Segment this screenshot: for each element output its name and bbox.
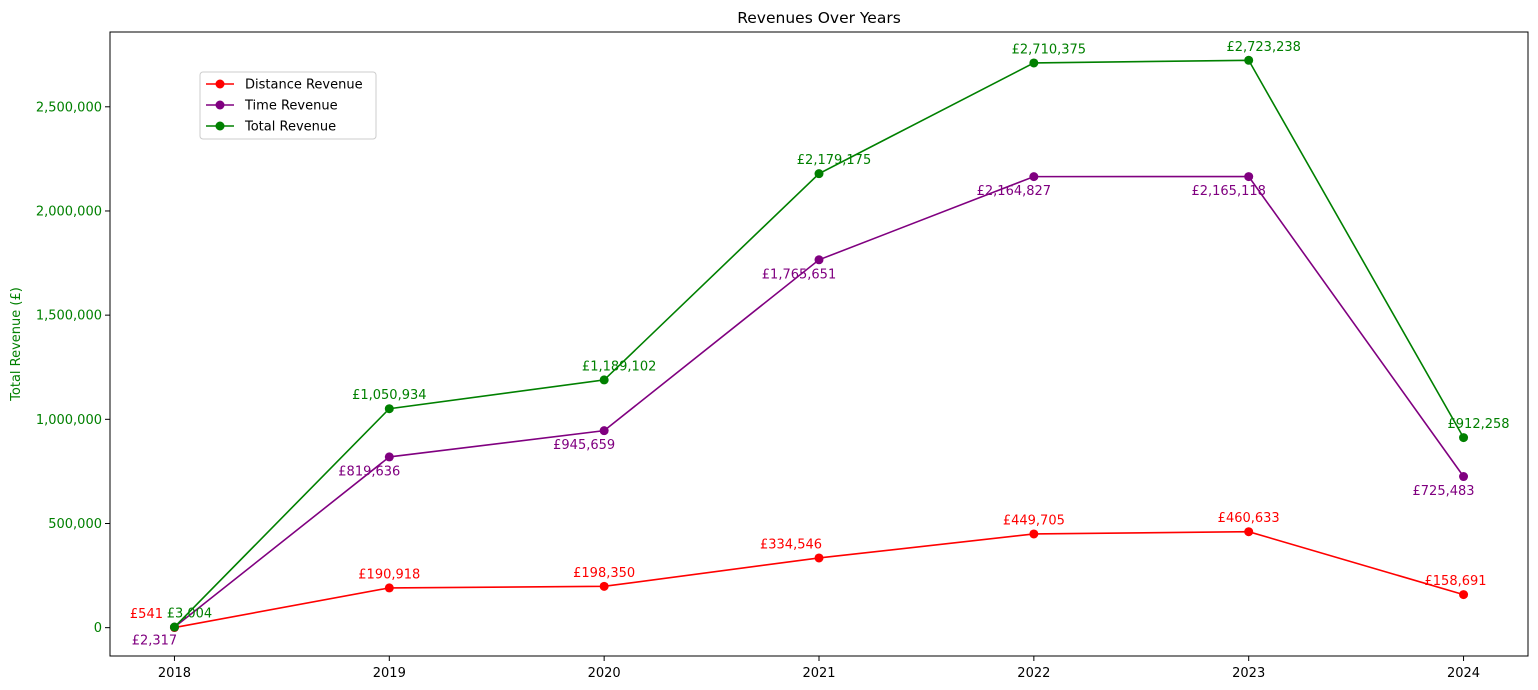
data-point-distance-revenue <box>384 583 394 593</box>
legend-box <box>199 71 377 140</box>
data-point-total-revenue <box>384 404 394 414</box>
data-point-total-revenue <box>169 622 179 632</box>
y-tick-label: 1,500,000 <box>36 309 102 324</box>
data-point-distance-revenue <box>814 553 824 563</box>
data-label-total-revenue: £3,004 <box>167 607 213 622</box>
data-label-distance-revenue: £158,691 <box>1425 574 1487 589</box>
data-point-distance-revenue <box>1459 590 1469 600</box>
y-tick-label: 2,500,000 <box>36 100 102 115</box>
legend-label: Time Revenue <box>244 99 338 114</box>
series-total-revenue <box>169 55 1469 632</box>
data-point-time-revenue <box>599 426 609 436</box>
data-label-time-revenue: £819,636 <box>338 464 400 479</box>
data-label-time-revenue: £2,317 <box>132 634 178 649</box>
x-tick-label: 2020 <box>588 666 621 681</box>
data-label-total-revenue: £2,710,375 <box>1012 42 1086 57</box>
series-distance-revenue <box>169 527 1469 633</box>
data-label-time-revenue: £945,659 <box>553 438 615 453</box>
legend-swatch-marker <box>215 100 225 110</box>
data-label-total-revenue: £1,189,102 <box>582 359 656 374</box>
data-label-distance-revenue: £541 <box>130 607 163 622</box>
y-tick-label: 2,000,000 <box>36 204 102 219</box>
x-tick-label: 2022 <box>1017 666 1050 681</box>
data-label-distance-revenue: £460,633 <box>1218 511 1280 526</box>
series-layer <box>169 55 1469 633</box>
chart-title: Revenues Over Years <box>737 9 901 27</box>
legend-item: Time Revenue <box>206 99 338 114</box>
legend-swatch-marker <box>215 79 225 89</box>
data-point-total-revenue <box>1244 55 1254 65</box>
data-label-total-revenue: £2,723,238 <box>1226 40 1300 55</box>
data-point-time-revenue <box>1029 172 1039 182</box>
y-tick-label: 500,000 <box>48 517 102 532</box>
data-label-total-revenue: £1,050,934 <box>352 388 426 403</box>
data-label-time-revenue: £1,765,651 <box>762 267 836 282</box>
data-label-total-revenue: £912,258 <box>1448 417 1510 432</box>
x-tick-label: 2018 <box>158 666 191 681</box>
data-point-distance-revenue <box>1244 527 1254 537</box>
legend-item: Total Revenue <box>206 120 336 135</box>
data-label-total-revenue: £2,179,175 <box>797 153 871 168</box>
data-label-time-revenue: £725,483 <box>1413 484 1475 499</box>
x-tick-label: 2023 <box>1232 666 1265 681</box>
legend-label: Total Revenue <box>244 120 336 135</box>
legend: Distance Revenue Time Revenue Total Revenu… <box>199 71 377 140</box>
data-point-total-revenue <box>599 375 609 385</box>
data-label-time-revenue: £2,165,118 <box>1191 184 1265 199</box>
data-label-distance-revenue: £334,546 <box>760 537 822 552</box>
y-tick-label: 0 <box>94 621 102 636</box>
data-point-time-revenue <box>814 255 824 265</box>
legend-item: Distance Revenue <box>206 78 363 93</box>
axis-ticks: 2018 2019 2020 2021 2022 2023 2024 0 500,000 1,00… <box>36 100 1480 681</box>
x-tick-label: 2019 <box>373 666 406 681</box>
x-tick-label: 2024 <box>1447 666 1480 681</box>
data-point-time-revenue <box>1244 172 1254 182</box>
data-label-time-revenue: £2,164,827 <box>977 184 1051 199</box>
data-point-time-revenue <box>1459 472 1469 482</box>
x-tick-label: 2021 <box>802 666 835 681</box>
data-label-distance-revenue: £198,350 <box>573 566 635 581</box>
data-point-total-revenue <box>814 169 824 179</box>
data-label-distance-revenue: £190,918 <box>358 567 420 582</box>
y-axis-label: Total Revenue (£) <box>9 287 24 402</box>
data-point-total-revenue <box>1459 433 1469 443</box>
data-point-time-revenue <box>384 452 394 462</box>
data-label-distance-revenue: £449,705 <box>1003 513 1065 528</box>
data-point-distance-revenue <box>1029 529 1039 539</box>
legend-swatch-marker <box>215 121 225 131</box>
legend-label: Distance Revenue <box>245 78 363 93</box>
y-tick-label: 1,000,000 <box>36 413 102 428</box>
plot-frame <box>109 31 1529 657</box>
data-labels-layer: £541 £190,918 £198,350 £334,546 £449,705 £460… <box>130 40 1510 649</box>
data-point-total-revenue <box>1029 58 1039 68</box>
data-point-distance-revenue <box>599 581 609 591</box>
